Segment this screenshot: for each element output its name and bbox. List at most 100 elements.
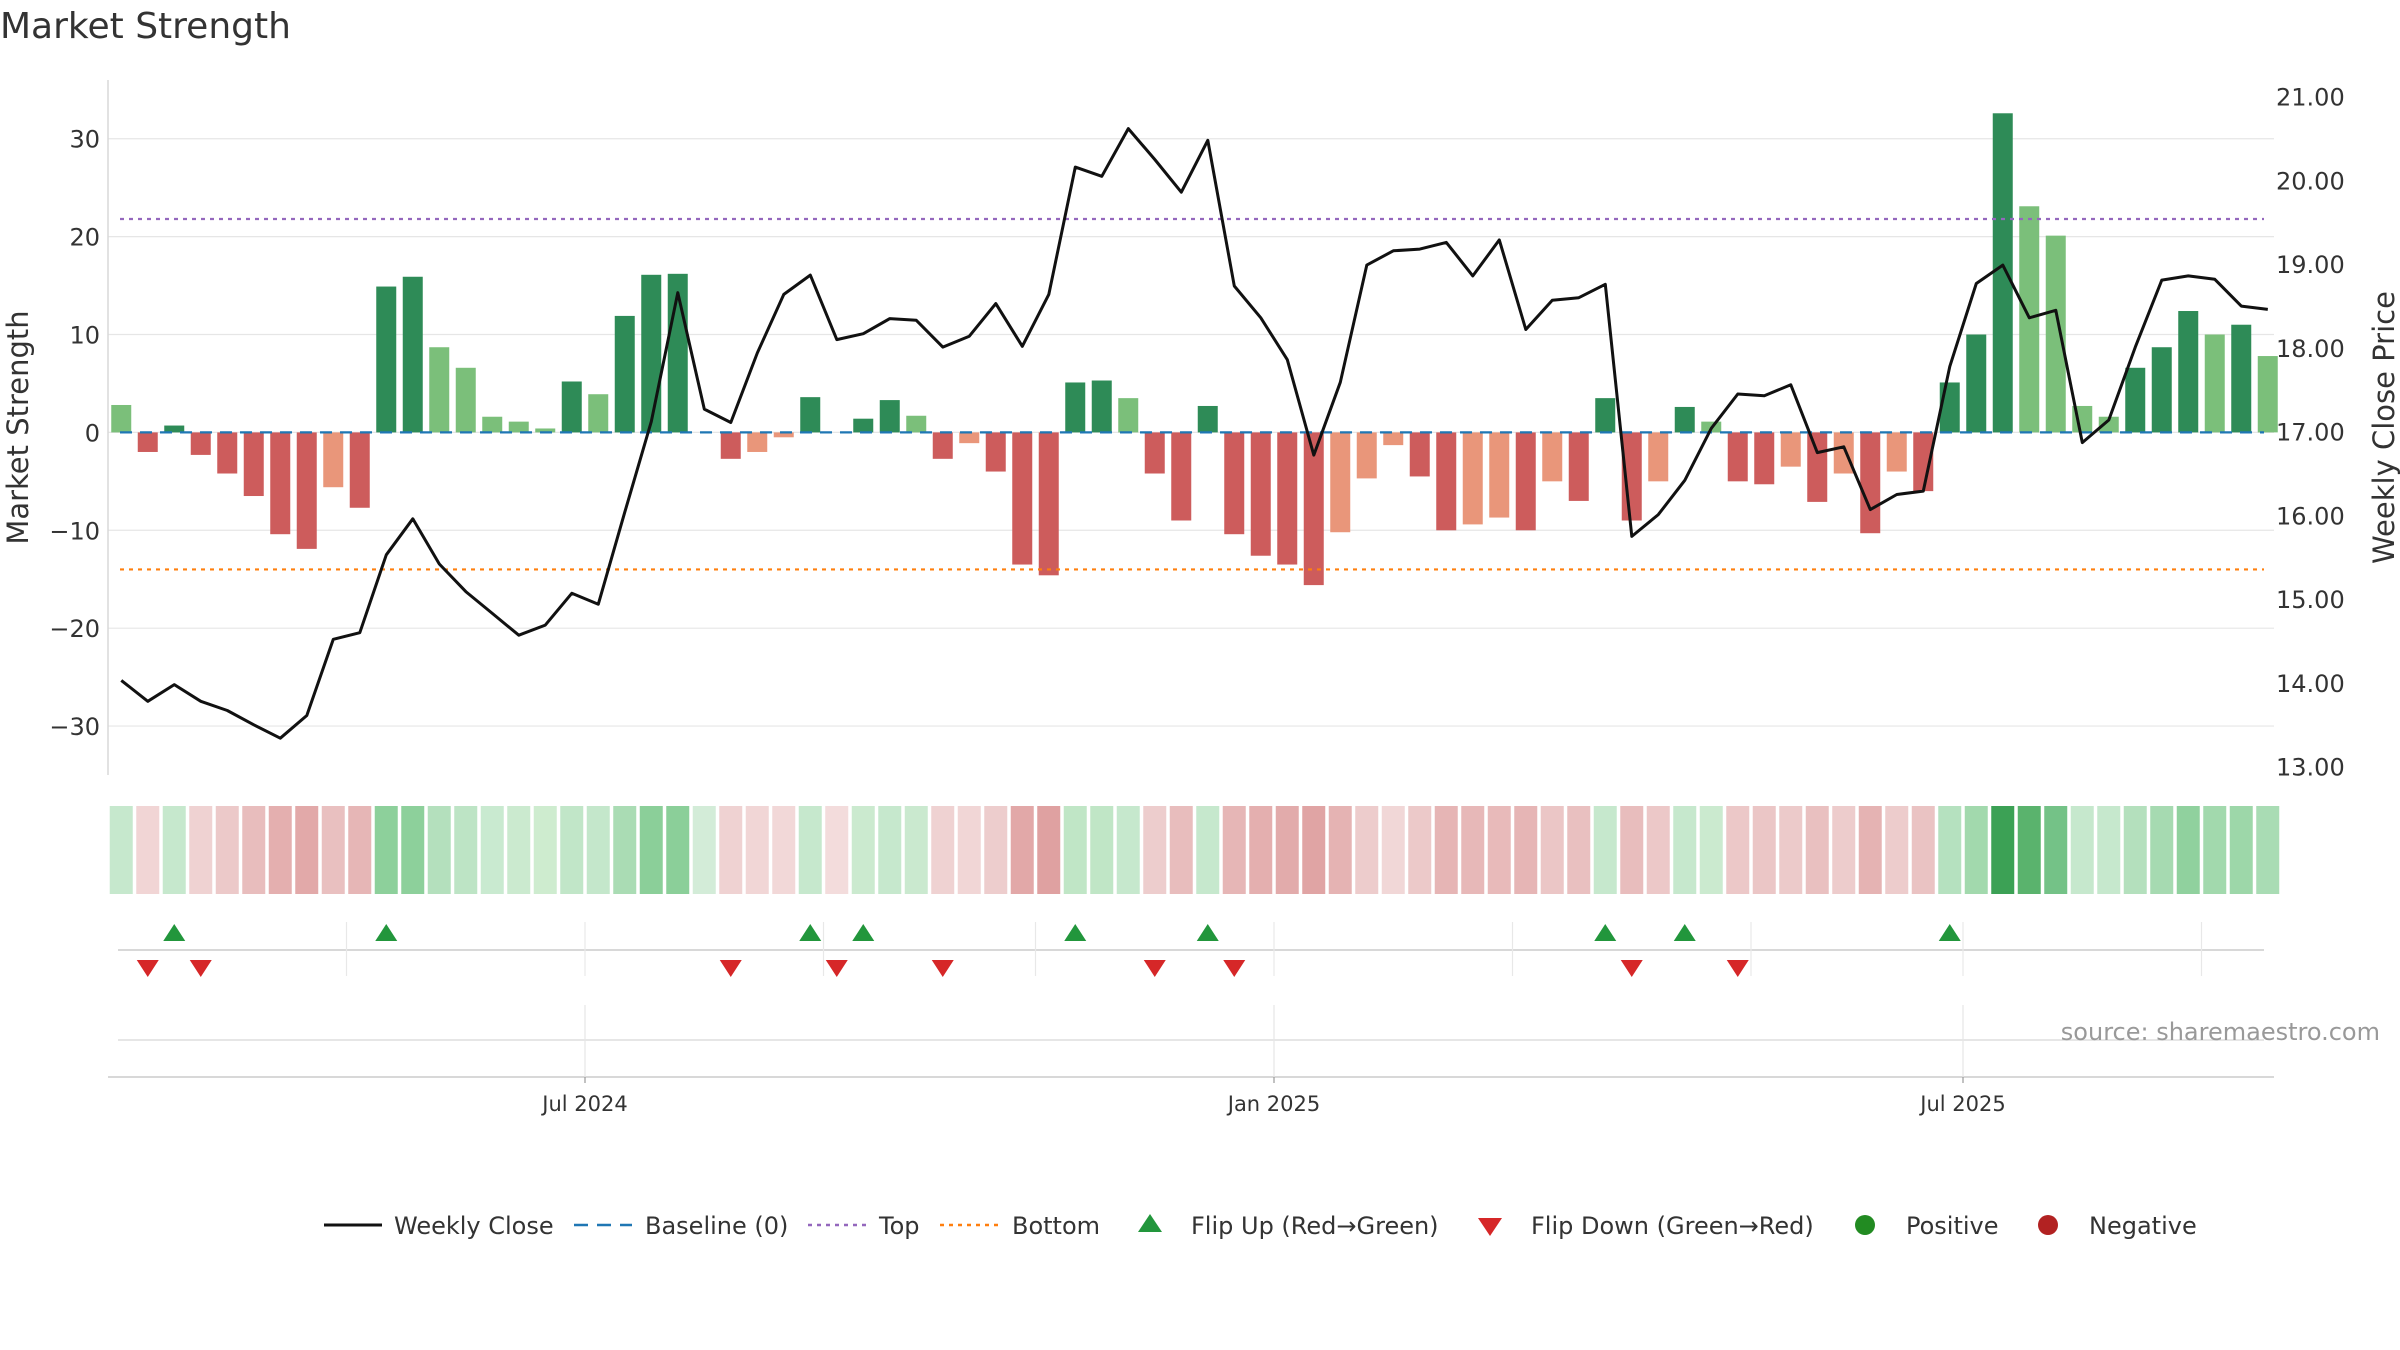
heatmap-cell (798, 806, 822, 894)
heatmap-cell (1964, 806, 1988, 894)
x-tick-label: Jul 2025 (1918, 1092, 2005, 1116)
heatmap-cell (931, 806, 955, 894)
strength-bar (1913, 432, 1934, 492)
heatmap-cell (1037, 806, 1061, 894)
strength-bar (1568, 432, 1589, 501)
heatmap-cell (215, 806, 239, 894)
heatmap-cell (666, 806, 690, 894)
strength-bar (1992, 113, 2013, 433)
strength-bar (429, 347, 450, 433)
flip-up-marker (1673, 924, 1696, 941)
heatmap-cell (454, 806, 478, 894)
heatmap-cell (692, 806, 716, 894)
flip-up-marker (852, 924, 875, 941)
heatmap-cell (427, 806, 451, 894)
y2-tick-label: 15.00 (2276, 586, 2345, 614)
heatmap-cell (1090, 806, 1114, 894)
legend-label-bottom: Bottom (1012, 1212, 1100, 1240)
heatmap-cell (1196, 806, 1220, 894)
strength-bar (773, 432, 794, 438)
strength-bar (296, 432, 317, 549)
heatmap-cell (1143, 806, 1167, 894)
strength-bar (1648, 432, 1669, 482)
heatmap-cell (1673, 806, 1697, 894)
legend-label-negative: Negative (2089, 1212, 2197, 1240)
flip-up-marker (799, 924, 822, 941)
heatmap-cell (772, 806, 796, 894)
strength-bar (1860, 432, 1881, 534)
date-axis-panel: Jul 2024 Jan 2025 Jul 2025 (108, 1005, 2274, 1116)
strength-bar (800, 397, 821, 433)
strength-bar (2257, 356, 2278, 433)
strength-bar (2019, 206, 2040, 433)
strength-bar (2178, 311, 2199, 433)
heatmap-cell (1567, 806, 1591, 894)
strength-bar (1807, 432, 1828, 502)
heatmap-cell (613, 806, 637, 894)
flip-down-marker (189, 960, 212, 977)
strength-bar (1780, 432, 1801, 467)
heatmap-cell (507, 806, 531, 894)
heatmap-cell (1275, 806, 1299, 894)
strength-bar (1383, 432, 1404, 446)
heatmap-cell (1646, 806, 1670, 894)
flip-down-marker (1223, 960, 1246, 977)
flip-up-marker (1938, 924, 1961, 941)
strength-bar (402, 276, 423, 433)
reference-lines (120, 217, 2264, 571)
heatmap-cell (1169, 806, 1193, 894)
heatmap-cell (2097, 806, 2121, 894)
legend-label-flip-up: Flip Up (Red→Green) (1191, 1212, 1439, 1240)
strength-bar (1250, 432, 1271, 556)
weekly-close-line-group (120, 127, 2268, 740)
strength-bar (270, 432, 291, 535)
heatmap-cell (1805, 806, 1829, 894)
y-tick-label: 10 (69, 322, 100, 350)
heatmap-cell (586, 806, 610, 894)
heatmap-cell (1593, 806, 1617, 894)
heatmap-cell (1249, 806, 1273, 894)
legend-swatch-flip-down (1478, 1218, 1502, 1236)
y2-tick-label: 19.00 (2276, 251, 2345, 279)
strength-bar (1144, 432, 1165, 474)
heatmap-cell (480, 806, 504, 894)
strength-bar (932, 432, 953, 459)
strength-bar (1727, 432, 1748, 482)
heatmap-cell (904, 806, 928, 894)
flip-down-marker (719, 960, 742, 977)
strength-bar (2125, 367, 2146, 433)
strength-bar (1939, 382, 1960, 433)
strength-bar (164, 425, 185, 433)
heatmap-cell (745, 806, 769, 894)
heatmap-cell (2229, 806, 2253, 894)
heatmap-cell (2256, 806, 2280, 894)
heatmap-cell (1222, 806, 1246, 894)
y-tick-label: 20 (69, 224, 100, 252)
legend-swatch-negative (2038, 1215, 2058, 1235)
y2-tick-label: 14.00 (2276, 670, 2345, 698)
flip-up-marker (1594, 924, 1617, 941)
strength-bar (1330, 432, 1351, 533)
strength-bar (1303, 432, 1324, 586)
strength-bar (323, 432, 344, 488)
flip-down-marker (1143, 960, 1166, 977)
strength-bar (561, 381, 582, 433)
flip-up-marker (375, 924, 398, 941)
strength-bar (1595, 398, 1616, 433)
heatmap-cell (1514, 806, 1538, 894)
chart-title: Market Strength (0, 6, 291, 47)
strength-bar (641, 274, 662, 433)
strength-bar (1833, 432, 1854, 474)
heatmap-cell (2017, 806, 2041, 894)
flip-up-marker (1196, 924, 1219, 941)
strength-bar (349, 432, 370, 508)
heatmap-cell (1461, 806, 1485, 894)
strength-bar (959, 432, 980, 444)
y-tick-label: −20 (49, 615, 100, 643)
heatmap-cell (560, 806, 584, 894)
strength-bar (190, 432, 211, 455)
heatmap-cell (1938, 806, 1962, 894)
heatmap-cell (1434, 806, 1458, 894)
legend-label-baseline: Baseline (0) (645, 1212, 788, 1240)
flip-up-marker (163, 924, 186, 941)
